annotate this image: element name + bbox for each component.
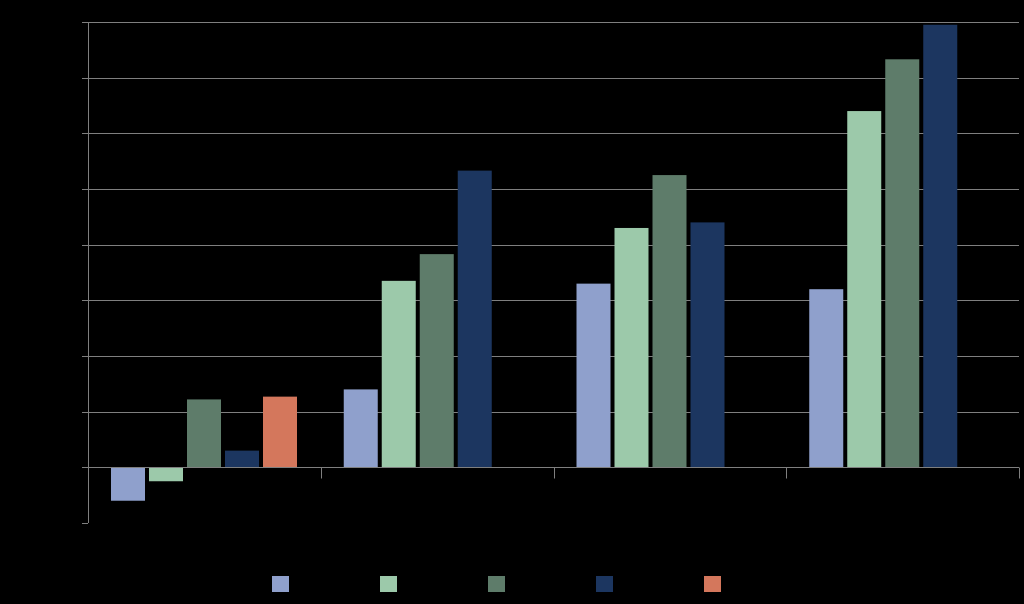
axes [82, 22, 1020, 524]
bars [111, 24, 958, 501]
bar [614, 227, 649, 468]
bar [923, 24, 958, 468]
bar [652, 175, 687, 468]
bar [847, 111, 882, 468]
bar [343, 389, 378, 468]
legend-swatch [272, 576, 289, 592]
bar [187, 399, 221, 468]
bar [149, 467, 183, 482]
bar [111, 467, 145, 501]
legend-swatch [380, 576, 397, 592]
bar [381, 280, 416, 468]
bar [576, 283, 611, 468]
bar [263, 396, 297, 468]
legend-swatch [704, 576, 721, 592]
bar [885, 59, 920, 468]
bar [690, 222, 725, 468]
legend-swatch [596, 576, 613, 592]
bar [457, 170, 492, 468]
bar [419, 254, 454, 468]
gridlines [88, 22, 1019, 413]
bar [809, 289, 844, 468]
legend-swatch [488, 576, 505, 592]
bar [225, 450, 259, 468]
legend [272, 576, 721, 592]
